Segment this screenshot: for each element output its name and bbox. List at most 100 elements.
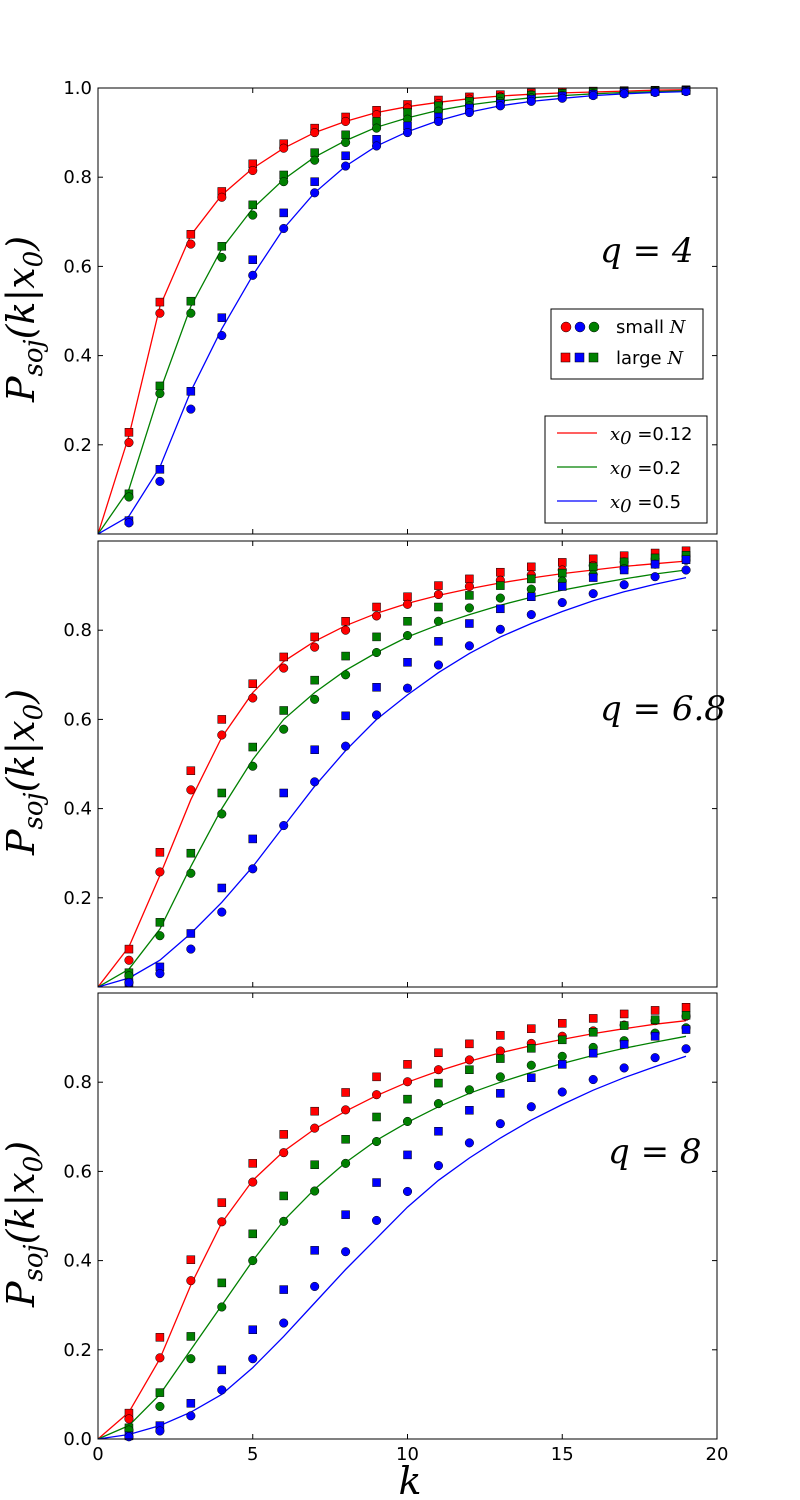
legend-small-label: small N [616,317,687,338]
point-large-n-x0=0.5 [403,658,412,667]
point-small-n-x0=0.5 [464,107,474,118]
point-small-n-x0=0.5 [588,589,598,599]
point-large-n-x0=0.5 [434,1127,443,1136]
point-large-n-x0=0.5 [403,1150,412,1160]
point-small-n-x0=0.12 [433,589,444,600]
point-large-n-x0=0.12 [279,1130,288,1139]
point-small-n-x0=0.2 [433,1099,444,1109]
legend-small-red-circle [560,321,572,333]
point-small-n-x0=0.2 [464,603,474,613]
legend-large-red-square [560,352,571,363]
y-label-p: P [0,1280,43,1308]
point-large-n-x0=0.2 [310,675,319,685]
point-small-n-x0=0.12 [124,955,134,965]
point-small-n-x0=0.2 [526,1060,536,1070]
point-large-n-x0=0.5 [619,1040,629,1049]
point-large-n-x0=0.5 [496,604,505,614]
x-axis-label: k [398,1459,421,1500]
point-small-n-x0=0.5 [124,1432,134,1442]
series-line-x0=0.2 [98,1035,687,1439]
y-tick-label: 0.4 [63,1251,92,1272]
point-small-n-x0=0.12 [186,785,196,795]
point-large-n-x0=0.5 [558,1060,567,1069]
q-annotation: q = 6.8 [600,689,726,729]
point-large-n-x0=0.12 [186,1255,196,1264]
series-group [98,560,687,987]
point-large-n-x0=0.12 [310,632,319,642]
legend-large-green-square [588,352,599,363]
point-large-n-x0=0.2 [372,1112,381,1122]
y-label-close: ) [0,236,43,252]
legend-large-blue-square [574,352,585,363]
point-large-n-x0=0.5 [341,711,350,721]
y-tick-label: 0.2 [63,435,92,456]
point-small-n-x0=0.5 [526,610,536,620]
y-label-args: (k|x [0,1172,43,1244]
point-small-n-x0=0.12 [341,625,351,635]
point-small-n-x0=0.5 [155,1426,165,1436]
point-large-n-x0=0.5 [681,555,691,564]
point-large-n-x0=0.5 [434,637,443,646]
point-large-n-x0=0.5 [279,208,288,218]
point-large-n-x0=0.12 [217,1198,227,1207]
plot-area [98,993,717,1439]
point-small-n-x0=0.2 [124,492,134,502]
point-large-n-x0=0.5 [558,582,567,591]
point-small-n-x0=0.5 [372,141,382,151]
point-small-n-x0=0.5 [650,572,660,582]
point-small-n-x0=0.5 [557,1087,567,1097]
point-large-n-x0=0.5 [186,929,196,938]
series-group [98,89,687,534]
point-large-n-x0=0.5 [279,788,288,798]
plot-frame [97,540,718,988]
point-small-n-x0=0.5 [372,710,382,720]
point-large-n-x0=0.5 [310,745,319,754]
point-small-n-x0=0.5 [341,741,351,751]
point-large-n-x0=0.12 [650,1006,660,1015]
point-large-n-x0=0.5 [465,1106,474,1115]
point-large-n-x0=0.12 [496,567,505,577]
point-small-n-x0=0.5 [402,128,413,138]
point-small-n-x0=0.5 [619,580,629,590]
point-large-n-x0=0.12 [558,558,567,567]
point-small-n-x0=0.5 [217,330,227,341]
point-small-n-x0=0.12 [124,1414,134,1424]
series-line-x0=0.5 [98,576,687,987]
point-small-n-x0=0.5 [619,1063,629,1073]
point-large-n-x0=0.12 [527,562,536,572]
point-small-n-x0=0.5 [588,91,598,101]
point-small-n-x0=0.5 [433,116,444,126]
point-small-n-x0=0.5 [279,1318,289,1328]
point-small-n-x0=0.2 [217,809,227,819]
point-small-n-x0=0.5 [217,1385,227,1395]
point-small-n-x0=0.2 [433,616,444,626]
y-tick-label: 1.0 [63,78,92,99]
point-large-n-x0=0.5 [186,387,196,396]
point-large-n-x0=0.5 [465,619,474,628]
y-axis-label: Psoj(k|x0) [0,1141,49,1308]
point-small-n-x0=0.12 [155,867,165,877]
y-label-close: ) [0,1141,43,1157]
point-small-n-x0=0.12 [464,581,474,592]
point-small-n-x0=0.5 [526,96,536,106]
y-label-sub: soj [19,792,49,829]
point-small-n-x0=0.2 [248,761,258,771]
point-large-n-x0=0.2 [186,296,196,306]
point-large-n-x0=0.5 [588,573,598,582]
point-large-n-x0=0.12 [124,944,134,954]
point-large-n-x0=0.2 [155,918,165,927]
point-small-n-x0=0.5 [619,89,629,99]
point-large-n-x0=0.12 [588,1014,598,1023]
point-small-n-x0=0.5 [155,476,165,486]
point-small-n-x0=0.2 [341,137,351,147]
point-large-n-x0=0.2 [279,706,288,715]
point-small-n-x0=0.5 [681,1044,691,1054]
point-small-n-x0=0.2 [557,1051,567,1061]
y-tick-label: 0.8 [63,167,92,188]
point-small-n-x0=0.5 [681,87,691,97]
point-small-n-x0=0.12 [248,693,258,703]
point-small-n-x0=0.5 [495,101,505,111]
series-line-x0=0.5 [98,1055,687,1439]
point-large-n-x0=0.5 [248,255,257,264]
point-large-n-x0=0.2 [310,148,319,157]
